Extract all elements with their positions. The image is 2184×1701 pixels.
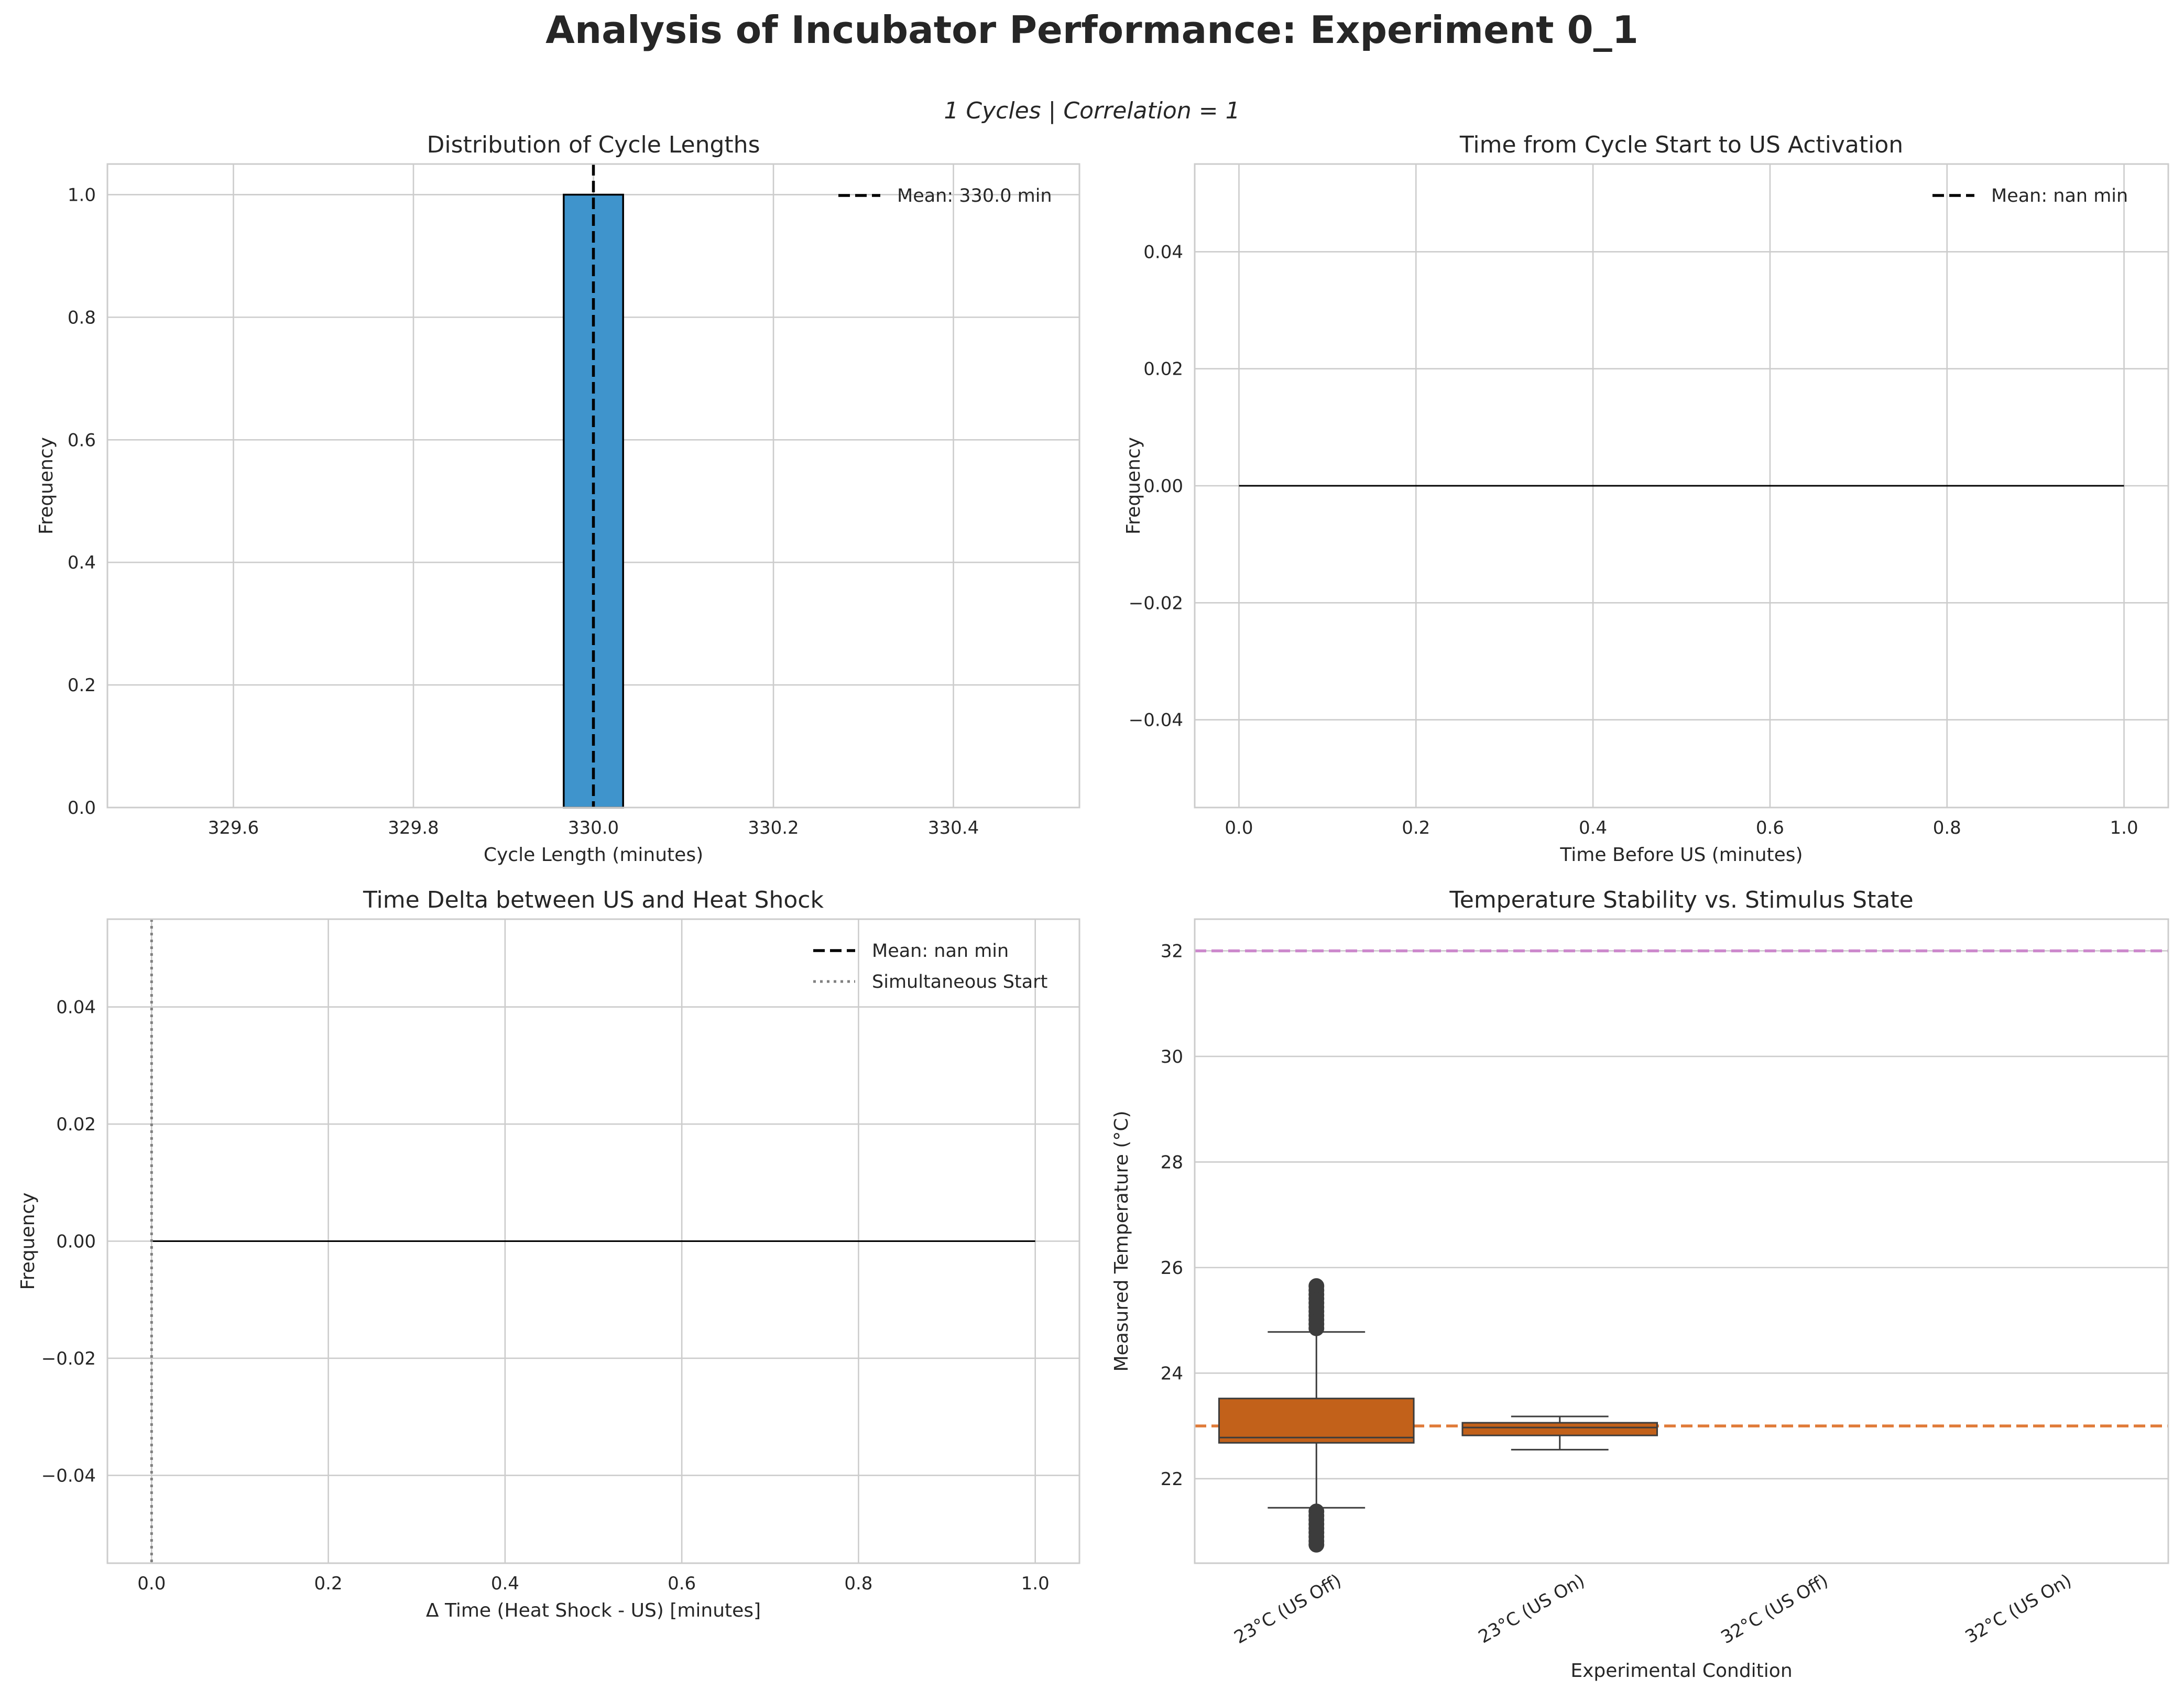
y-axis-label: Frequency	[17, 1193, 39, 1290]
x-tick-label: 0.2	[1402, 817, 1430, 838]
y-tick-label: 0.4	[68, 552, 96, 573]
subplot-1: 0.0 0.2 0.4 0.6 0.8 1.0 329.6 329.8 330.0 330.2 33…	[36, 132, 1080, 866]
x-tick-label: 0.8	[844, 1573, 872, 1594]
y-tick-label: 0.2	[68, 675, 96, 696]
x-axis-label: Time Before US (minutes)	[1559, 844, 1803, 866]
x-tick-label: 1.0	[2110, 817, 2138, 838]
x-tick-label: 0.4	[491, 1573, 519, 1594]
subplot-title: Temperature Stability vs. Stimulus State	[1449, 887, 1913, 913]
x-tick-label: 329.6	[208, 817, 259, 838]
axes-frame	[1194, 163, 2169, 809]
y-tick-label: 24	[1161, 1363, 1183, 1384]
subplot-3: −0.04 −0.02 0.00 0.02 0.04 0.0 0.2 0.4 0.6 0.8 1.0…	[17, 887, 1080, 1621]
y-tick-label: −0.04	[1129, 710, 1183, 731]
legend: Mean: 330.0 min	[838, 186, 1052, 206]
y-tick-label: 0.04	[1143, 242, 1183, 263]
box-iqr	[1218, 1398, 1415, 1444]
y-tick-label: 0.02	[1143, 359, 1183, 380]
subplots-group: 0.0 0.2 0.4 0.6 0.8 1.0 329.6 329.8 330.0 330.2 33…	[17, 132, 2169, 1682]
x-tick-label: 0.2	[314, 1573, 343, 1594]
y-axis-label: Frequency	[1123, 437, 1144, 535]
y-tick-label: 28	[1161, 1152, 1183, 1173]
figure-subtitle: 1 Cycles | Correlation = 1	[944, 97, 1240, 124]
y-tick-label: 0.04	[56, 997, 96, 1018]
legend-label: Mean: 330.0 min	[897, 186, 1052, 206]
y-tick-label: 0.00	[1143, 476, 1183, 497]
legend-label: Mean: nan min	[872, 941, 1009, 962]
x-tick-label: 0.6	[1756, 817, 1784, 838]
y-axis-label: Measured Temperature (°C)	[1111, 1110, 1132, 1371]
legend-label: Mean: nan min	[1991, 186, 2128, 206]
y-tick-label: 0.00	[56, 1231, 96, 1252]
x-tick-label: 0.4	[1579, 817, 1607, 838]
axes-frame	[1194, 918, 2169, 1564]
box-outlier	[1308, 1278, 1325, 1294]
x-tick-label: 330.2	[748, 817, 799, 838]
axes-frame	[106, 163, 1080, 809]
y-tick-label: −0.02	[1129, 593, 1183, 614]
y-tick-label: 22	[1161, 1469, 1183, 1490]
y-tick-label: 32	[1161, 941, 1183, 962]
x-tick-label: 0.0	[137, 1573, 166, 1594]
y-tick-label: 0.0	[68, 798, 96, 819]
subplot-title: Distribution of Cycle Lengths	[427, 132, 760, 158]
x-tick-label: 1.0	[1021, 1573, 1050, 1594]
x-tick-label: 0.8	[1933, 817, 1961, 838]
axes-frame	[106, 918, 1080, 1564]
y-tick-label: 0.02	[56, 1114, 96, 1135]
x-tick-label: 330.0	[568, 817, 619, 838]
x-axis-label: Δ Time (Heat Shock - US) [minutes]	[426, 1600, 761, 1621]
x-tick-label: 330.4	[928, 817, 979, 838]
y-tick-label: 1.0	[68, 184, 96, 205]
x-axis-label: Experimental Condition	[1570, 1660, 1792, 1682]
legend-label: Simultaneous Start	[872, 972, 1047, 993]
legend: Mean: nan min Simultaneous Start	[813, 941, 1047, 993]
subplot-title: Time from Cycle Start to US Activation	[1459, 132, 1903, 158]
box-outlier	[1308, 1503, 1325, 1520]
y-tick-label: 26	[1161, 1258, 1183, 1279]
y-tick-label: −0.02	[41, 1348, 96, 1369]
subplot-title: Time Delta between US and Heat Shock	[363, 887, 824, 913]
y-tick-label: 30	[1161, 1046, 1183, 1067]
subplot-2: −0.04 −0.02 0.00 0.02 0.04 0.0 0.2 0.4 0.6 0.8 1.0…	[1123, 132, 2169, 866]
legend: Mean: nan min	[1932, 186, 2128, 206]
y-tick-label: 0.6	[68, 430, 96, 451]
x-axis-label: Cycle Length (minutes)	[484, 844, 703, 866]
x-tick-label: 0.0	[1225, 817, 1253, 838]
y-tick-label: −0.04	[41, 1465, 96, 1486]
y-axis-label: Frequency	[36, 437, 57, 535]
y-tick-label: 0.8	[68, 307, 96, 328]
figure-title: Analysis of Incubator Performance: Exper…	[545, 8, 1639, 52]
x-tick-label: 329.8	[388, 817, 439, 838]
box-iqr	[1461, 1422, 1658, 1436]
x-tick-label: 0.6	[668, 1573, 696, 1594]
